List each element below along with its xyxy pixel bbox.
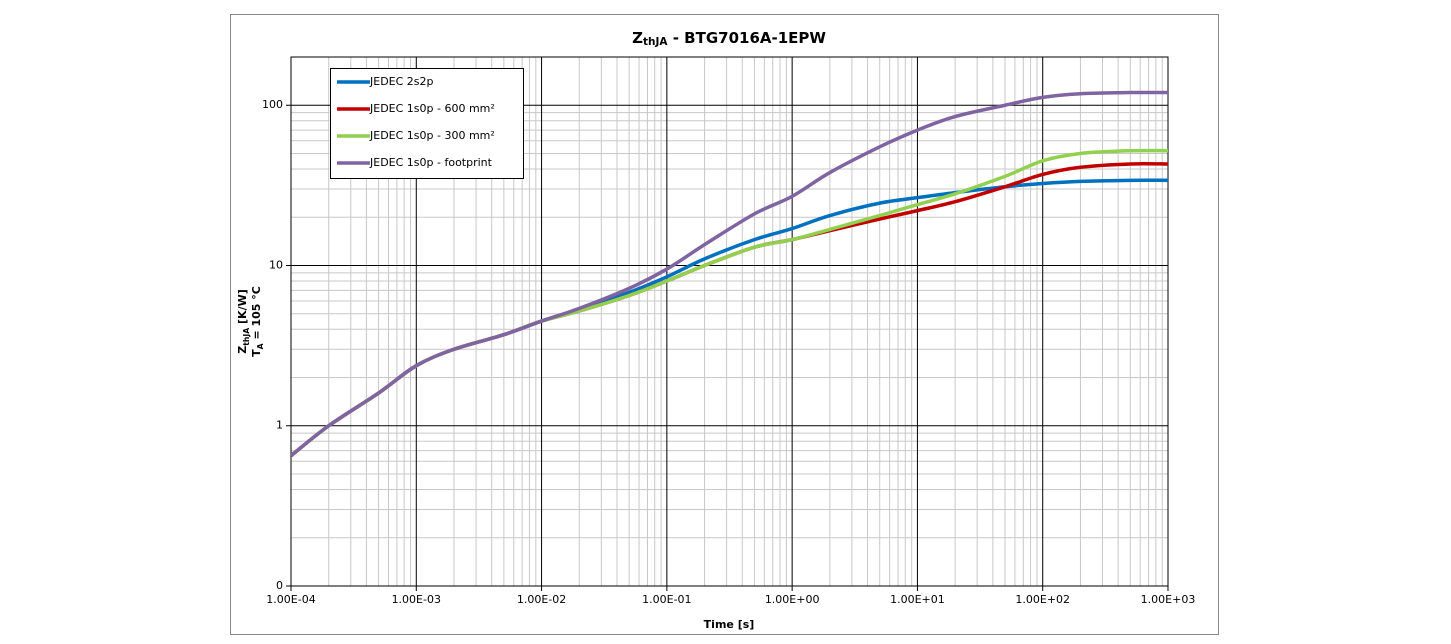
x-tick-label: 1.00E+00 (765, 593, 820, 606)
y-axis-title-part: = 105 °C (250, 286, 263, 343)
legend-label: JEDEC 1s0p - 600 mm² (369, 102, 495, 115)
x-tick-label: 1.00E+03 (1141, 593, 1196, 606)
y-tick-label: 1 (276, 419, 283, 432)
legend-label: JEDEC 1s0p - 300 mm² (369, 129, 495, 142)
x-tick-label: 1.00E-01 (642, 593, 691, 606)
y-axis-title-part: thJA (242, 328, 251, 346)
y-tick-label: 100 (262, 98, 283, 111)
y-axis-title: TA = 105 °C (250, 286, 265, 357)
chart-title-part: thJA (643, 36, 668, 48)
y-axis-title-part: [K/W] (236, 289, 249, 328)
y-axis-title: ZthJA [K/W] (236, 289, 251, 354)
legend-box (330, 68, 524, 179)
x-tick-label: 1.00E+02 (1015, 593, 1070, 606)
legend-label: JEDEC 2s2p (369, 75, 434, 88)
chart-title-part: Z (632, 29, 643, 47)
x-tick-label: 1.00E-04 (266, 593, 315, 606)
legend-label: JEDEC 1s0p - footprint (369, 156, 493, 169)
series-line (291, 90, 1168, 458)
plot-border (290, 56, 1169, 587)
x-tick-label: 1.00E-03 (392, 593, 441, 606)
y-tick-label: 10 (269, 258, 283, 271)
x-axis-title: Time [s] (704, 618, 755, 631)
y-axis-title-part: T (250, 349, 263, 357)
x-tick-label: 1.00E-02 (517, 593, 566, 606)
x-tick-label: 1.00E+01 (890, 593, 945, 606)
y-axis-title-part: Z (236, 346, 249, 354)
y-tick-label: 0 (276, 579, 283, 592)
y-axis-title-part: A (256, 343, 265, 349)
chart-title-part: - BTG7016A-1EPW (667, 29, 826, 47)
chart-title: ZthJA - BTG7016A-1EPW (632, 29, 826, 49)
